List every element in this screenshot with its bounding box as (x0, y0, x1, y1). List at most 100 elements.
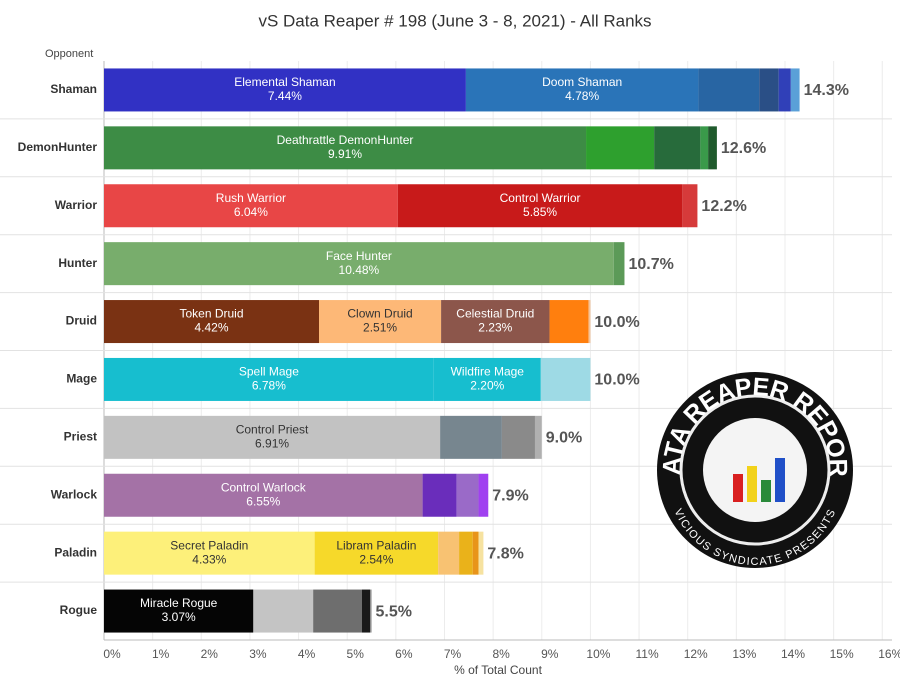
chart-title: vS Data Reaper # 198 (June 3 - 8, 2021) … (258, 11, 651, 30)
bar-segment (540, 357, 591, 401)
bar-segment (549, 300, 589, 344)
segment-name: Miracle Rogue (140, 596, 218, 610)
x-tick-label: 15% (830, 647, 854, 661)
y-tick-label: Druid (66, 314, 97, 328)
y-tick-label: Mage (66, 372, 97, 386)
total-label: 7.8% (487, 545, 523, 562)
bar-segment (370, 589, 372, 633)
bar-segment (700, 126, 709, 170)
logo-icon (733, 474, 743, 502)
x-tick-label: 8% (492, 647, 510, 661)
bar-segment (104, 68, 466, 112)
y-tick-label: Rogue (60, 603, 98, 617)
bar-segment (790, 68, 800, 112)
bar-segment (104, 473, 423, 517)
y-tick-label: Hunter (58, 256, 97, 270)
segment-value: 2.51% (363, 321, 397, 335)
total-label: 14.3% (804, 82, 849, 99)
segment-value: 6.55% (246, 494, 280, 508)
bar-segment (314, 531, 439, 575)
segment-name: Control Warrior (500, 191, 581, 205)
x-tick-label: 13% (732, 647, 756, 661)
bar-segment (472, 531, 479, 575)
x-tick-label: 14% (781, 647, 805, 661)
bar-segment (478, 531, 484, 575)
y-tick-label: DemonHunter (18, 140, 98, 154)
segment-name: Clown Druid (347, 307, 412, 321)
x-tick-label: 1% (152, 647, 170, 661)
segment-name: Libram Paladin (336, 538, 416, 552)
segment-name: Control Priest (236, 423, 309, 437)
bar-segment (104, 415, 441, 459)
bar-segment (586, 126, 655, 170)
x-tick-label: 7% (444, 647, 462, 661)
logo-ring (679, 394, 831, 546)
segment-name: Doom Shaman (542, 75, 622, 89)
x-tick-label: 16% (878, 647, 900, 661)
bar-segment (361, 589, 371, 633)
plot: 0% 1% 2% 3% 4% 5% 6% 7% 8% 9% 10% 11% 12% 13% 14% 15% 16… (0, 61, 900, 661)
x-tick-label: 4% (298, 647, 316, 661)
bar-segment (104, 184, 398, 228)
total-label: 12.6% (721, 140, 766, 157)
segment-value: 3.07% (162, 610, 196, 624)
logo-icon (775, 458, 785, 502)
segment-value: 6.04% (234, 205, 268, 219)
bar-segment (104, 242, 614, 286)
total-label: 5.5% (376, 603, 412, 620)
total-label: 7.9% (492, 487, 528, 504)
total-label: 10.7% (628, 256, 673, 273)
x-tick-label: 2% (201, 647, 219, 661)
bar-segment (318, 300, 442, 344)
segment-value: 5.85% (523, 205, 557, 219)
bar-segment (698, 68, 760, 112)
segment-value: 6.91% (255, 437, 289, 451)
segment-name: Celestial Druid (456, 307, 534, 321)
x-tick-label: 5% (347, 647, 365, 661)
logo-icon (761, 480, 771, 502)
bar-segment (104, 357, 434, 401)
logo-icon (747, 466, 757, 502)
bar-segment (438, 531, 460, 575)
bar-segment (654, 126, 701, 170)
bar-segment (759, 68, 779, 112)
y-tick-label: Paladin (54, 545, 97, 559)
segment-name: Control Warlock (221, 480, 307, 494)
segment-name: Face Hunter (326, 249, 392, 263)
total-label: 9.0% (546, 430, 582, 447)
x-tick-label: 10% (586, 647, 610, 661)
bar-segment (613, 242, 625, 286)
segment-value: 2.54% (359, 552, 393, 566)
x-tick-label: 12% (684, 647, 708, 661)
x-tick-label: 9% (541, 647, 559, 661)
x-tick-label: 0% (103, 647, 121, 661)
segment-value: 4.42% (194, 321, 228, 335)
total-label: 12.2% (701, 198, 746, 215)
bar-segment (588, 300, 591, 344)
bar-segment (708, 126, 717, 170)
bar-segment (441, 300, 550, 344)
bar-segment (313, 589, 362, 633)
bar-segment (433, 357, 541, 401)
segment-value: 2.23% (478, 321, 512, 335)
bar-segment (104, 589, 254, 633)
segment-name: Elemental Shaman (234, 75, 335, 89)
segment-name: Wildfire Mage (451, 365, 525, 379)
segment-name: Deathrattle DemonHunter (277, 133, 414, 147)
logo: DATA REAPER REPORT VICIOUS SYNDICATE PRE… (657, 372, 853, 568)
total-label: 10.0% (594, 314, 639, 331)
bar-segment (501, 415, 535, 459)
segment-value: 4.78% (565, 89, 599, 103)
segment-value: 6.78% (252, 379, 286, 393)
segment-name: Secret Paladin (170, 538, 248, 552)
x-tick-label: 11% (635, 647, 658, 661)
bar-segment (397, 184, 683, 228)
segment-value: 7.44% (268, 89, 302, 103)
segment-value: 4.33% (192, 552, 226, 566)
bar-segment (459, 531, 473, 575)
segment-value: 2.20% (470, 379, 504, 393)
category-header: Opponent (45, 48, 93, 60)
segment-name: Token Druid (179, 307, 243, 321)
x-axis-label: % of Total Count (454, 663, 542, 677)
